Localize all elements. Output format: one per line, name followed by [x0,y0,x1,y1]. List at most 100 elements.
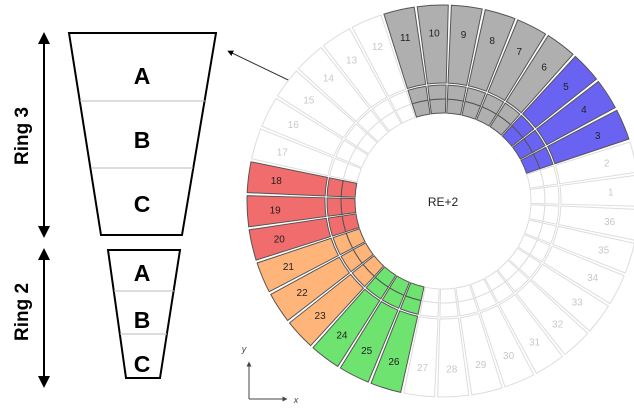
chamber-20-ring2-sub-b [327,215,347,237]
chamber-14: 14 [297,46,390,143]
chamber-7-ring2-sub-b [481,93,505,115]
chamber-14-ring2-sub-b [356,109,381,133]
chamber-35-ring2-sub-b [537,222,557,245]
chamber-33-ring2-sub-b [518,255,542,279]
chamber-16: 16 [261,97,369,169]
chamber-number-25: 25 [361,346,373,357]
chamber-number-21: 21 [283,262,295,273]
chamber-2: 2 [526,141,634,189]
chamber-32-ring2-sub-b [505,269,530,293]
chamber-29: 29 [455,284,503,396]
chamber-19-ring2-sub-a [340,197,357,215]
chamber-number-34: 34 [587,273,599,284]
chamber-24-ring2-sub-b [365,276,389,300]
chamber-number-1: 1 [608,188,614,199]
chamber-35-ring3-cell [552,225,634,274]
chamber-number-22: 22 [297,288,309,299]
chamber-number-3: 3 [595,131,601,142]
chamber-10: 10 [416,4,449,115]
ring3-diagram: A B C Ring 3 [12,32,218,238]
chamber-36-ring3-cell [558,205,634,241]
chamber-26-ring3-cell [370,310,419,393]
chamber-number-8: 8 [489,36,495,47]
chamber-30: 30 [470,278,535,388]
chamber-31-ring2-sub-b [490,281,515,304]
ring2-diagram: A B C Ring 2 [12,248,182,388]
chamber-28: 28 [437,287,470,398]
chamber-11: 11 [383,6,431,118]
chamber-number-11: 11 [400,33,411,44]
chamber-24-ring3-cell [312,288,381,368]
chamber-29-ring2-sub-b [457,297,479,317]
chamber-27-ring3-cell [403,316,439,398]
chamber-18-ring3-cell [246,161,328,197]
chamber-number-2: 2 [604,159,610,170]
wheel-center-label: RE+2 [428,195,459,209]
chamber-10-ring2-sub-b [427,84,447,101]
chamber-8: 8 [461,9,516,120]
chamber-22: 22 [270,242,374,322]
chamber-9-ring2-sub-b [446,84,467,102]
chamber-18-ring2-sub-a [340,180,358,198]
chamber-15: 15 [276,70,378,155]
chamber-8-ring3-cell [467,9,516,92]
chamber-35: 35 [524,219,634,274]
chamber-1-ring2-sub-a [529,187,546,205]
chamber-12-ring3-cell [351,14,407,98]
chamber-19-ring2-sub-b [326,197,343,217]
chamber-25-ring3-cell [339,300,399,383]
chamber-26: 26 [370,282,425,393]
chamber-number-17: 17 [277,147,289,158]
axis-indicator: y x [241,344,299,405]
ring3-trapezoid [67,32,218,236]
chamber-number-33: 33 [572,298,584,309]
chamber-15-ring2-sub-b [344,123,368,147]
chamber-number-12: 12 [372,42,384,53]
ring2-label: Ring 2 [12,283,33,341]
chamber-18: 18 [246,161,358,198]
ring2-segment-c: C [134,351,151,377]
ring3-segment-b: B [134,127,151,153]
chamber-11-ring3-cell [383,6,427,90]
chamber-6-ring2-sub-b [497,102,521,126]
chamber-number-14: 14 [323,74,335,85]
chamber-number-20: 20 [274,234,286,245]
chamber-34: 34 [517,233,625,305]
chamber-34-ring2-sub-b [529,239,551,263]
chamber-number-5: 5 [563,82,569,93]
chamber-number-7: 7 [517,47,523,58]
chamber-15-ring3-cell [276,70,356,139]
chamber-3: 3 [520,109,630,174]
ring3-segment-c: C [134,191,151,217]
chamber-number-35: 35 [598,246,610,257]
chamber-31-ring3-cell [498,293,564,374]
chamber-4: 4 [512,80,616,160]
chamber-25-ring2-sub-b [381,287,405,309]
chamber-8-ring2-sub-b [464,87,487,107]
chamber-5-ring2-sub-b [511,114,535,139]
chamber-12: 12 [351,14,416,124]
chamber-30-ring2-sub-b [474,290,498,312]
chamber-number-27: 27 [417,363,429,374]
x-axis-label: x [293,395,299,405]
chamber-number-36: 36 [604,217,616,228]
chamber-13-ring3-cell [322,28,388,109]
chamber-1-ring2-sub-b [543,185,560,205]
chamber-number-19: 19 [270,205,282,216]
ring3-segment-a: A [134,63,151,89]
chamber-31: 31 [484,270,564,374]
chamber-13: 13 [322,28,402,132]
chamber-22-ring3-cell [270,256,351,322]
chamber-19-ring3-cell [246,195,327,228]
chamber-wheel: 1234567891011121314151617181920212223242… [246,4,634,398]
chamber-number-10: 10 [429,29,441,40]
chamber-number-9: 9 [461,30,467,41]
ring3-label: Ring 3 [12,107,33,165]
chamber-3-ring2-sub-b [532,146,554,170]
ring2-segment-a: A [134,260,151,286]
chamber-number-26: 26 [388,357,400,368]
chamber-number-18: 18 [271,176,283,187]
chamber-23-ring3-cell [288,273,365,347]
chamber-29-ring3-cell [459,312,503,396]
chamber-21-ring2-sub-b [332,232,354,256]
